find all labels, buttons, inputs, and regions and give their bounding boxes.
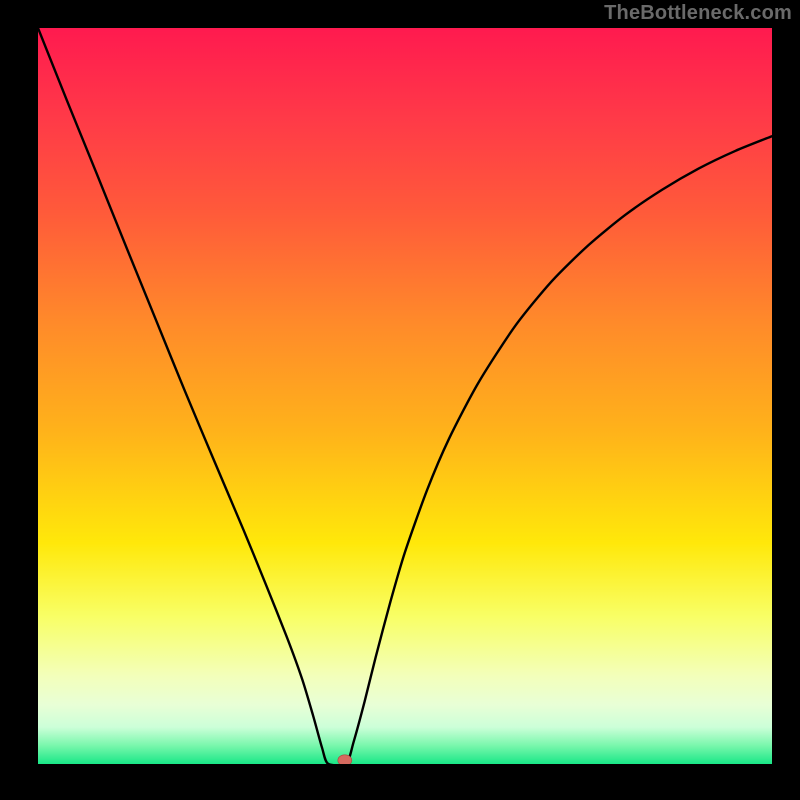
bottleneck-chart (38, 28, 772, 764)
optimal-point-marker (338, 755, 352, 764)
chart-container: TheBottleneck.com (0, 0, 800, 800)
watermark-text: TheBottleneck.com (604, 2, 792, 25)
plot-area (38, 28, 772, 764)
gradient-background (38, 28, 772, 764)
